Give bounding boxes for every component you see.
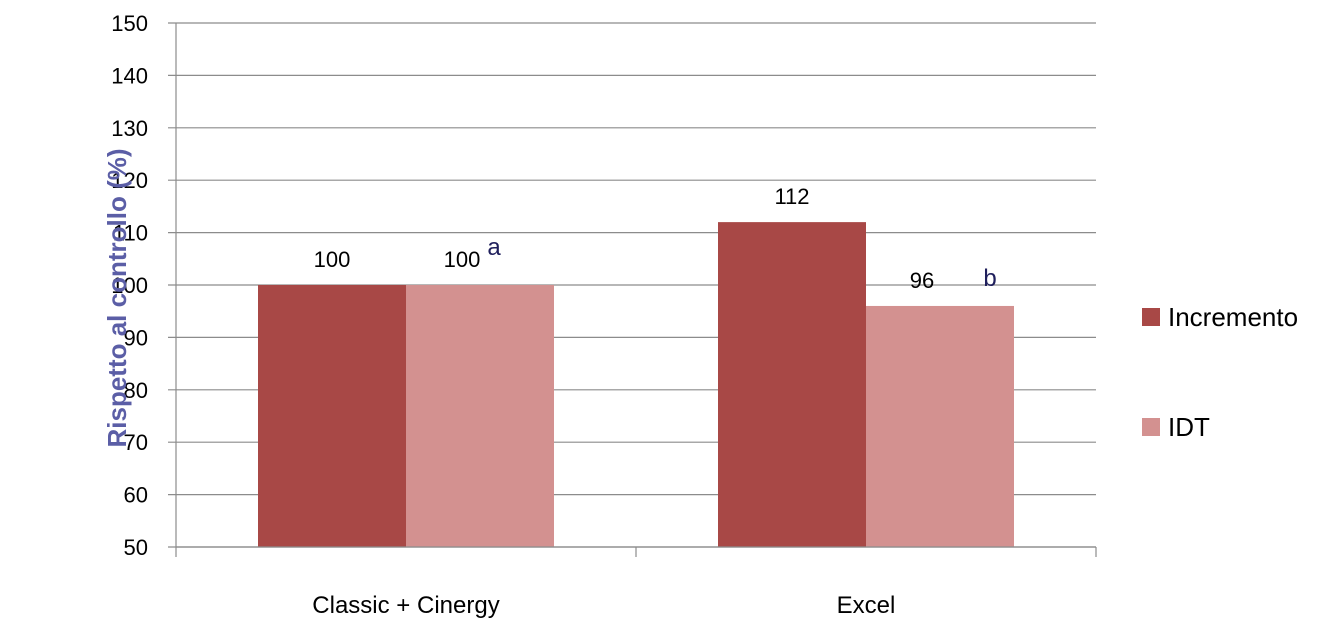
y-tick-label: 70 xyxy=(124,430,148,455)
data-label: 100 xyxy=(444,247,481,272)
significance-letter: b xyxy=(983,265,996,292)
bar-idt-2 xyxy=(866,305,1014,547)
y-axis-ticks: 50 60 70 80 90 100 110 120 130 140 150 xyxy=(111,11,148,560)
y-tick-label: 150 xyxy=(111,11,148,36)
y-axis-label: Rispetto al controllo (%) xyxy=(102,149,132,448)
bar-incremento-2 xyxy=(718,222,866,547)
x-category-label: Classic + Cinergy xyxy=(312,592,499,619)
data-label: 100 xyxy=(314,247,351,272)
data-label: 112 xyxy=(774,184,809,209)
y-tick-label: 140 xyxy=(111,63,148,88)
significance-letter: a xyxy=(487,234,501,261)
data-labels: 100 100 112 96 a b xyxy=(314,184,997,293)
y-tick-label: 130 xyxy=(111,116,148,141)
bar-idt-1 xyxy=(406,285,554,547)
data-label: 96 xyxy=(910,268,934,293)
axes xyxy=(175,23,1097,557)
y-tick-label: 100 xyxy=(111,273,148,298)
y-tick-label: 120 xyxy=(111,168,148,193)
y-tick-label: 90 xyxy=(124,325,148,350)
legend-label: IDT xyxy=(1168,412,1210,442)
legend-swatch xyxy=(1142,308,1160,326)
y-tick-label: 50 xyxy=(124,535,148,560)
legend: Incremento IDT xyxy=(1142,302,1298,442)
legend-swatch xyxy=(1142,418,1160,436)
y-tick-label: 80 xyxy=(124,378,148,403)
x-axis-categories: Classic + Cinergy Excel xyxy=(312,592,895,619)
legend-label: Incremento xyxy=(1168,302,1298,332)
bars xyxy=(258,222,1014,547)
y-tick-label: 110 xyxy=(113,221,148,246)
bar-incremento-1 xyxy=(258,285,406,547)
y-tick-label: 60 xyxy=(124,483,148,508)
x-category-label: Excel xyxy=(837,592,896,619)
